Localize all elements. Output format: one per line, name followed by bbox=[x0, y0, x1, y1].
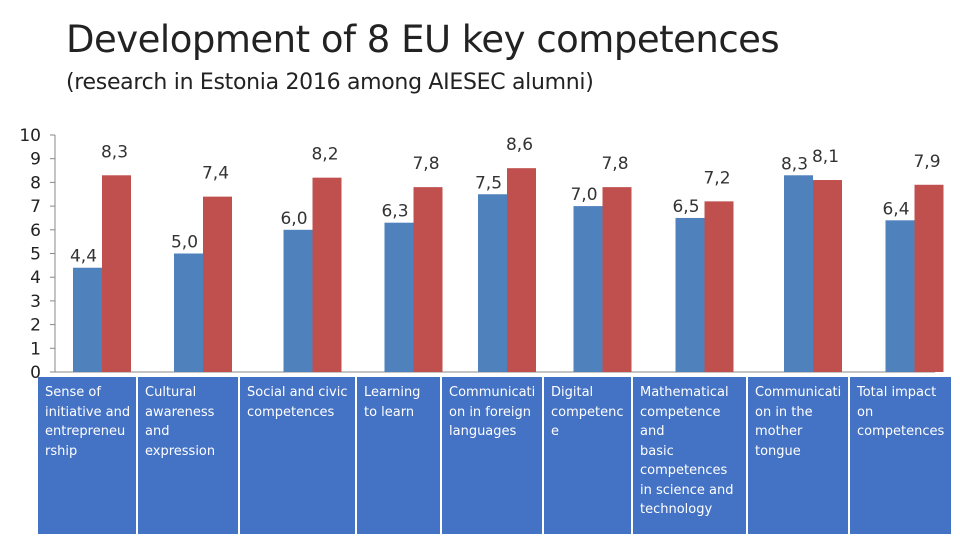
data-label: 8,1 bbox=[812, 147, 839, 167]
bar-series-1 bbox=[885, 220, 915, 372]
category-table: Sense of initiative and entrepreneu rshi… bbox=[38, 377, 951, 534]
data-label: 4,4 bbox=[70, 247, 97, 267]
y-tick-label: 2 bbox=[30, 316, 41, 336]
bar-series-1 bbox=[174, 253, 203, 372]
data-label: 5,0 bbox=[171, 233, 198, 253]
data-label: 7,9 bbox=[913, 152, 940, 172]
page-title: Development of 8 EU key competences bbox=[66, 18, 780, 61]
data-label: 7,4 bbox=[202, 164, 229, 184]
y-tick-label: 3 bbox=[30, 292, 41, 312]
category-label: Total impact on competences bbox=[857, 385, 945, 439]
category-label: Communicati on in the mother tongue bbox=[748, 377, 850, 534]
y-tick-label: 5 bbox=[30, 245, 41, 265]
data-label: 6,0 bbox=[280, 209, 307, 229]
bar-series-2 bbox=[413, 187, 443, 372]
y-tick-label: 6 bbox=[30, 221, 41, 241]
bar-series-2 bbox=[102, 175, 131, 372]
data-label: 8,3 bbox=[781, 154, 808, 174]
data-label: 6,5 bbox=[672, 197, 699, 217]
category-label: Digital competenc e bbox=[544, 377, 633, 534]
bar-series-1 bbox=[73, 267, 102, 372]
data-label: 8,3 bbox=[101, 142, 128, 162]
data-labels: 4,48,35,07,46,08,26,37,87,58,67,07,86,57… bbox=[70, 135, 941, 267]
data-label: 6,3 bbox=[381, 202, 408, 222]
category-label: Sense of initiative and entrepreneu rshi… bbox=[38, 377, 138, 534]
category-label: Social and civic competences bbox=[240, 377, 357, 534]
data-label: 7,5 bbox=[475, 173, 502, 193]
data-label: 7,0 bbox=[570, 185, 597, 205]
data-label: 7,2 bbox=[703, 168, 730, 188]
bar-series-2 bbox=[914, 184, 944, 372]
category-label: Learning to learn bbox=[357, 377, 442, 534]
bars bbox=[73, 168, 944, 372]
bar-series-1 bbox=[384, 222, 414, 372]
bar-series-2 bbox=[203, 196, 232, 372]
data-label: 8,2 bbox=[311, 145, 338, 165]
y-tick-label: 10 bbox=[19, 126, 41, 146]
bar-series-2 bbox=[602, 187, 632, 372]
category-label: Cultural awareness and expression bbox=[138, 377, 240, 534]
data-label: 6,4 bbox=[882, 199, 909, 219]
bar-series-2 bbox=[507, 168, 536, 372]
y-tick-label: 8 bbox=[30, 173, 41, 193]
bar-series-1 bbox=[784, 175, 813, 372]
category-label: Mathematical competence and basic compet… bbox=[633, 377, 748, 534]
y-tick-label: 4 bbox=[30, 268, 41, 288]
bar-series-2 bbox=[704, 201, 734, 372]
bar-series-1 bbox=[478, 194, 507, 372]
bar-series-1 bbox=[283, 229, 313, 372]
bar-series-1 bbox=[573, 206, 603, 372]
category-label: Communicati on in foreign languages bbox=[442, 377, 544, 534]
data-label: 7,8 bbox=[601, 154, 628, 174]
bar-series-2 bbox=[813, 180, 842, 372]
bar-series-2 bbox=[312, 177, 342, 372]
y-tick-label: 9 bbox=[30, 150, 41, 170]
y-tick-label: 1 bbox=[30, 339, 41, 359]
y-tick-label: 0 bbox=[30, 363, 41, 383]
page-subtitle: (research in Estonia 2016 among AIESEC a… bbox=[66, 70, 594, 95]
y-tick-label: 7 bbox=[30, 197, 41, 217]
bar-series-1 bbox=[675, 217, 705, 372]
data-label: 7,8 bbox=[412, 154, 439, 174]
data-label: 8,6 bbox=[506, 135, 533, 155]
